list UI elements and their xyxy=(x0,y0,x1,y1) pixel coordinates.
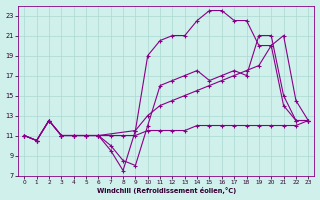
X-axis label: Windchill (Refroidissement éolien,°C): Windchill (Refroidissement éolien,°C) xyxy=(97,187,236,194)
